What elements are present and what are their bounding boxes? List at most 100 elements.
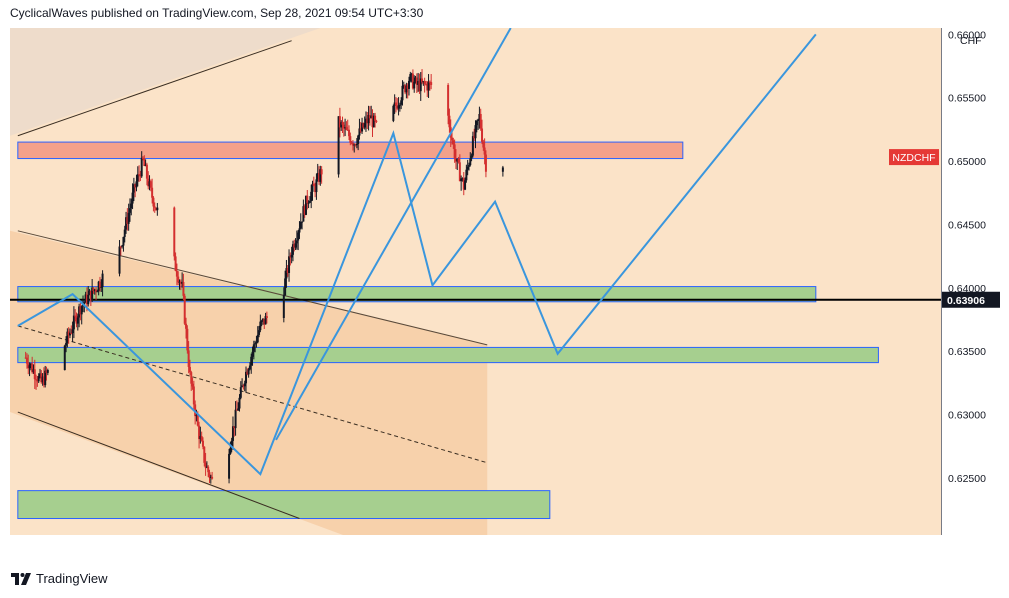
candle xyxy=(315,173,318,200)
candle xyxy=(231,416,234,450)
candle-body xyxy=(38,373,41,377)
candle xyxy=(42,367,45,388)
candle xyxy=(204,452,207,476)
candle xyxy=(368,106,371,126)
footer: TradingView xyxy=(10,571,108,586)
candle xyxy=(350,140,353,145)
candle-body xyxy=(179,281,182,284)
y-tick-label: 0.63000 xyxy=(948,410,986,422)
candle-body xyxy=(229,448,232,454)
candle xyxy=(247,367,250,378)
candle xyxy=(28,362,31,377)
candle-body xyxy=(130,203,133,209)
candle-body xyxy=(362,123,365,128)
candle-body xyxy=(88,290,91,295)
candle xyxy=(182,273,185,301)
candle-body xyxy=(314,186,317,193)
candle xyxy=(149,179,152,192)
candle-body xyxy=(148,181,151,187)
candle xyxy=(348,125,351,141)
candle xyxy=(179,279,182,291)
candle-body xyxy=(404,85,407,93)
candle xyxy=(295,230,298,250)
candle-body xyxy=(134,184,137,188)
candle xyxy=(466,159,469,176)
candle-body xyxy=(457,158,460,163)
candle-body xyxy=(123,229,126,237)
candle-body xyxy=(45,370,48,373)
candle-body xyxy=(419,78,422,92)
price-axis[interactable]: 0.66000 0.65500 0.65000 0.64500 0.64000 0.635… xyxy=(941,28,1000,535)
candle xyxy=(119,245,122,256)
candle xyxy=(174,252,177,272)
candle xyxy=(239,381,242,400)
candle xyxy=(415,73,418,94)
candle xyxy=(63,344,66,371)
candle xyxy=(311,180,314,201)
candle xyxy=(142,156,144,161)
candle xyxy=(24,351,27,359)
candle-body xyxy=(204,462,207,468)
candle xyxy=(370,105,373,119)
candle xyxy=(135,174,138,192)
candle-body xyxy=(501,167,504,172)
candle-body xyxy=(233,426,236,429)
candle xyxy=(344,118,347,137)
candle xyxy=(246,368,249,376)
candle-body xyxy=(125,217,128,230)
candle xyxy=(462,172,465,196)
candle xyxy=(320,166,323,184)
candle xyxy=(424,80,427,86)
candle xyxy=(33,359,36,390)
candle-body xyxy=(458,162,461,182)
candle-body xyxy=(231,426,234,441)
candle-body xyxy=(149,181,152,188)
chart-canvas[interactable]: Aug16Sep1322Oct18Nov NZDCHF xyxy=(10,28,941,535)
candle xyxy=(418,73,421,94)
candle xyxy=(298,221,301,239)
candle-body xyxy=(340,122,343,128)
candle-body xyxy=(367,115,370,124)
candle xyxy=(308,196,311,204)
candle-body xyxy=(466,166,469,170)
candle-body xyxy=(479,113,482,129)
candle xyxy=(260,319,263,327)
candle xyxy=(66,328,69,348)
candle-body xyxy=(32,369,35,373)
candle xyxy=(447,83,450,125)
symbol-badge-text: NZDCHF xyxy=(892,152,935,164)
candle-body xyxy=(366,118,369,124)
candle-body xyxy=(311,183,314,192)
channel-fill xyxy=(10,230,488,535)
candle xyxy=(155,207,158,211)
channel-upper-line xyxy=(17,230,488,346)
candle xyxy=(122,236,125,252)
plot-area[interactable]: Aug16Sep1322Oct18Nov NZDCHF xyxy=(10,28,941,535)
candle-body xyxy=(241,385,244,388)
candle xyxy=(126,208,129,231)
candle-body xyxy=(92,287,95,292)
candle xyxy=(156,202,159,216)
candle xyxy=(302,199,305,222)
candle-body xyxy=(138,174,141,176)
candle-body xyxy=(372,115,375,128)
candle xyxy=(200,431,203,442)
candle-body xyxy=(131,192,134,204)
candle-body xyxy=(135,181,138,188)
candle-body xyxy=(355,144,358,146)
candle-body xyxy=(344,127,347,129)
candle-body xyxy=(319,169,322,182)
candle-body xyxy=(230,440,233,449)
support-zone-1 xyxy=(17,286,817,303)
candle xyxy=(457,156,460,164)
candle-body xyxy=(96,291,99,293)
candle xyxy=(175,263,178,286)
candle-body xyxy=(351,142,354,146)
candle xyxy=(353,143,356,153)
candle-body xyxy=(201,440,204,447)
candle xyxy=(303,204,306,218)
candle-body xyxy=(84,294,87,303)
candle xyxy=(242,384,245,390)
candle-body xyxy=(260,320,263,322)
candle xyxy=(44,365,47,388)
